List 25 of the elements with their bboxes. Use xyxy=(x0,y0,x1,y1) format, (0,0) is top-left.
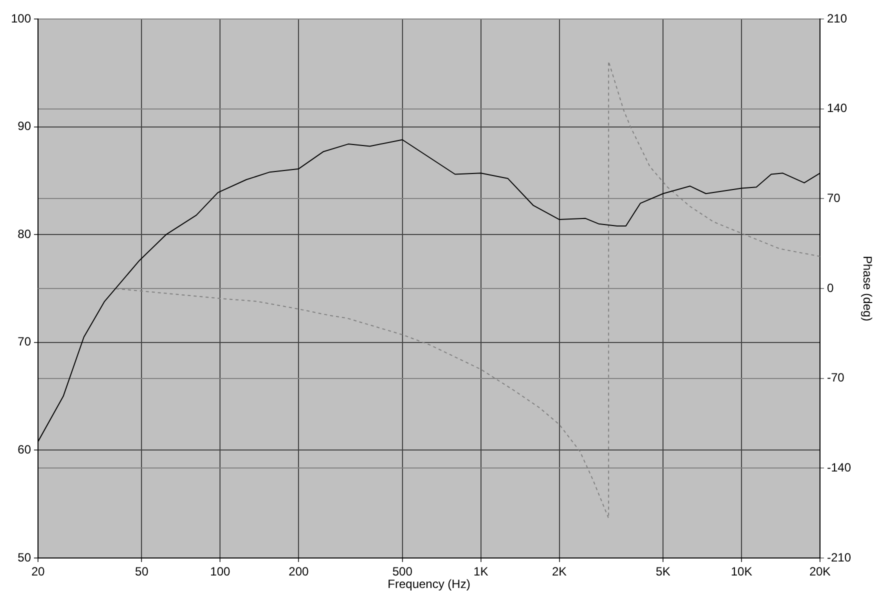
x-tick-label: 200 xyxy=(288,564,309,579)
x-tick-label: 50 xyxy=(135,564,149,579)
y2-axis-title: Phase (deg) xyxy=(860,256,874,322)
x-axis-title: Frequency (Hz) xyxy=(388,577,470,592)
y2-tick-label: 70 xyxy=(827,190,841,205)
y-tick-label: 50 xyxy=(18,550,32,564)
x-tick-label: 1K xyxy=(474,564,488,579)
y-tick-label: 100 xyxy=(10,11,32,26)
y-tick-label: 90 xyxy=(18,119,32,134)
y-tick-label: 80 xyxy=(18,226,32,241)
y2-tick-label: 0 xyxy=(827,280,834,295)
y-tick-label: 70 xyxy=(18,334,32,349)
x-tick-label: 10K xyxy=(730,564,752,579)
y2-tick-label: -140 xyxy=(827,460,852,474)
y2-tick-label: 210 xyxy=(827,11,848,26)
x-tick-label: 100 xyxy=(210,564,231,579)
y2-tick-label: 140 xyxy=(827,101,848,116)
x-tick-label: 2K xyxy=(552,564,567,579)
x-tick-label: 5K xyxy=(656,564,670,579)
x-tick-label: 500 xyxy=(392,564,413,579)
y2-tick-label: -70 xyxy=(827,370,845,385)
y2-tick-label: -210 xyxy=(827,550,852,564)
y-tick-label: 60 xyxy=(18,442,32,457)
x-tick-label: 20K xyxy=(809,564,831,579)
x-tick-label: 20 xyxy=(31,564,45,579)
